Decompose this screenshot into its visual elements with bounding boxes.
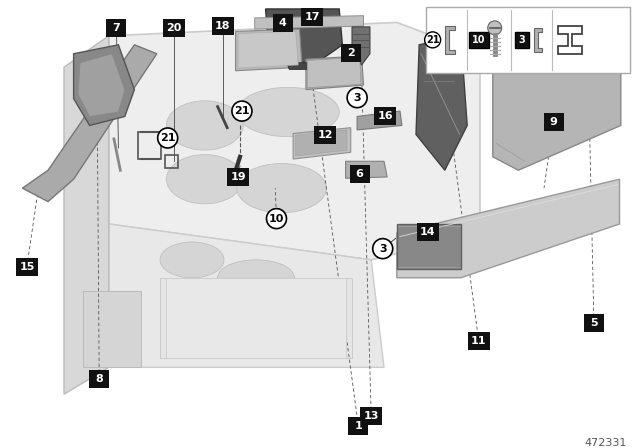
Polygon shape (306, 56, 364, 90)
Text: 8: 8 (95, 374, 103, 383)
FancyBboxPatch shape (515, 32, 529, 48)
FancyBboxPatch shape (374, 107, 396, 125)
Bar (426, 7, 630, 73)
Polygon shape (307, 57, 361, 88)
Polygon shape (397, 179, 620, 278)
FancyBboxPatch shape (349, 165, 370, 183)
Polygon shape (534, 28, 542, 52)
FancyBboxPatch shape (301, 8, 323, 26)
Text: 21: 21 (160, 133, 175, 143)
Circle shape (488, 21, 502, 35)
Text: 19: 19 (230, 172, 246, 182)
Circle shape (425, 32, 441, 48)
Text: 21: 21 (234, 106, 250, 116)
Text: 21: 21 (426, 35, 440, 45)
Text: 3: 3 (379, 244, 387, 254)
FancyBboxPatch shape (212, 17, 234, 35)
Polygon shape (397, 224, 461, 269)
Text: 3: 3 (353, 93, 361, 103)
Text: 14: 14 (420, 227, 435, 237)
Circle shape (157, 128, 178, 148)
Ellipse shape (237, 87, 339, 137)
Polygon shape (416, 36, 467, 170)
Polygon shape (296, 130, 347, 156)
Text: 472331: 472331 (585, 438, 627, 448)
FancyBboxPatch shape (360, 407, 382, 425)
Ellipse shape (160, 242, 224, 278)
FancyBboxPatch shape (417, 223, 438, 241)
Circle shape (232, 101, 252, 121)
Polygon shape (109, 22, 480, 260)
Polygon shape (83, 291, 141, 367)
Text: 2: 2 (347, 48, 355, 58)
Text: 1: 1 (355, 422, 362, 431)
Polygon shape (293, 128, 351, 159)
FancyBboxPatch shape (16, 258, 38, 276)
Polygon shape (78, 54, 125, 116)
FancyBboxPatch shape (468, 32, 489, 48)
Text: 16: 16 (378, 111, 393, 121)
Ellipse shape (237, 164, 326, 213)
FancyBboxPatch shape (106, 19, 127, 37)
Polygon shape (166, 278, 346, 358)
Text: 11: 11 (471, 336, 486, 346)
Text: 4: 4 (279, 18, 287, 28)
Ellipse shape (166, 101, 243, 150)
Text: 7: 7 (113, 23, 120, 33)
FancyBboxPatch shape (314, 126, 336, 144)
Ellipse shape (218, 260, 294, 296)
Text: 10: 10 (269, 214, 284, 224)
Text: 3: 3 (519, 35, 525, 45)
Polygon shape (493, 36, 621, 170)
Polygon shape (74, 45, 134, 125)
Polygon shape (557, 26, 582, 54)
Text: 15: 15 (19, 262, 35, 271)
FancyBboxPatch shape (227, 168, 249, 186)
Polygon shape (22, 45, 157, 202)
Polygon shape (238, 31, 298, 68)
Polygon shape (445, 26, 455, 54)
Polygon shape (287, 63, 315, 69)
Text: 10: 10 (472, 35, 486, 45)
Polygon shape (109, 224, 384, 367)
Polygon shape (346, 161, 387, 178)
Text: 17: 17 (305, 12, 320, 22)
Text: 9: 9 (550, 117, 557, 127)
Polygon shape (64, 36, 109, 394)
FancyBboxPatch shape (348, 418, 369, 435)
Polygon shape (236, 29, 302, 71)
FancyBboxPatch shape (468, 332, 490, 350)
Text: 20: 20 (166, 23, 182, 33)
Circle shape (266, 209, 287, 228)
Text: 13: 13 (364, 411, 379, 421)
Ellipse shape (166, 155, 243, 204)
FancyBboxPatch shape (89, 370, 109, 388)
Polygon shape (255, 16, 364, 29)
FancyBboxPatch shape (273, 14, 293, 32)
FancyBboxPatch shape (340, 44, 361, 62)
Circle shape (347, 88, 367, 108)
FancyBboxPatch shape (584, 314, 604, 332)
Text: 5: 5 (590, 318, 598, 327)
Text: 12: 12 (317, 130, 333, 140)
Text: 6: 6 (356, 169, 364, 179)
Circle shape (372, 239, 393, 258)
FancyBboxPatch shape (543, 113, 564, 131)
Polygon shape (357, 111, 402, 130)
Text: 18: 18 (215, 21, 230, 31)
Polygon shape (160, 278, 352, 358)
Polygon shape (266, 9, 342, 65)
FancyBboxPatch shape (163, 19, 185, 37)
Polygon shape (352, 27, 370, 65)
